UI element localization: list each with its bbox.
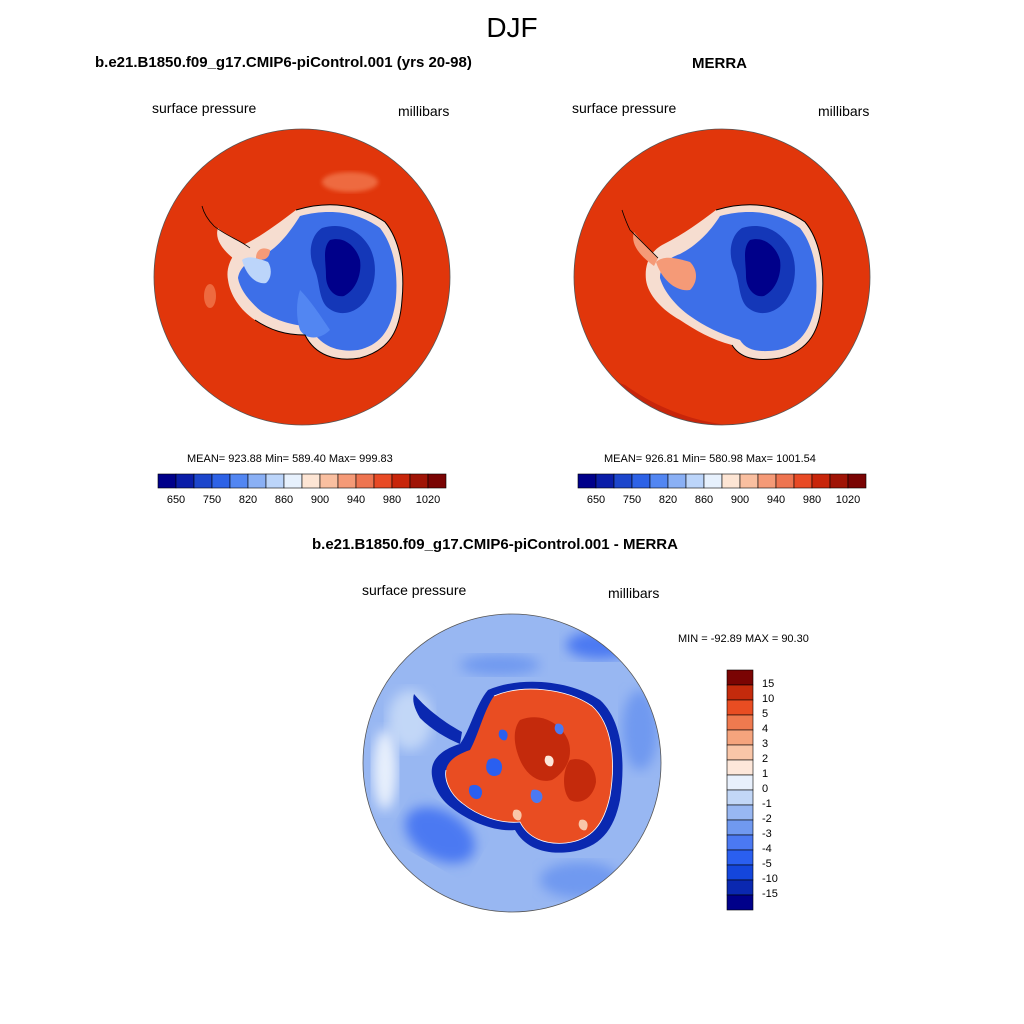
colorbar-swatch — [373, 473, 393, 489]
colorbar-swatch — [613, 473, 633, 489]
panel-1-polar-map — [153, 128, 451, 426]
panel-2-polar-map — [573, 128, 871, 426]
colorbar-swatch — [595, 473, 615, 489]
colorbar-label: -5 — [762, 858, 772, 870]
colorbar-swatch — [319, 473, 339, 489]
colorbar-swatch — [721, 473, 741, 489]
colorbar-swatch — [726, 819, 754, 836]
diff-colorbar — [726, 669, 754, 911]
colorbar-label: -3 — [762, 828, 772, 840]
colorbar-swatch — [391, 473, 411, 489]
colorbar-swatch — [726, 894, 754, 911]
colorbar-swatch — [793, 473, 813, 489]
colorbar-swatch — [337, 473, 357, 489]
colorbar-label: 900 — [730, 494, 750, 506]
colorbar-label: 1020 — [415, 494, 441, 506]
difference-polar-map — [362, 613, 662, 913]
colorbar-swatch — [726, 699, 754, 716]
colorbar-label: 750 — [202, 494, 222, 506]
colorbar-label: 750 — [622, 494, 642, 506]
colorbar-swatch — [157, 473, 177, 489]
colorbar-swatch — [726, 684, 754, 701]
colorbar-label: 820 — [238, 494, 258, 506]
figure-title: DJF — [486, 12, 538, 43]
panel-1-stats: MEAN= 923.88 Min= 589.40 Max= 999.83 — [187, 453, 393, 465]
colorbar-swatch — [726, 864, 754, 881]
colorbar-swatch — [265, 473, 285, 489]
diff-units-label: millibars — [608, 585, 660, 601]
colorbar-label: 0 — [762, 783, 769, 795]
colorbar-swatch — [211, 473, 231, 489]
colorbar-swatch — [409, 473, 429, 489]
diff-variable-label: surface pressure — [362, 582, 467, 598]
diff-stats: MIN = -92.89 MAX = 90.30 — [678, 633, 809, 645]
colorbar-swatch — [175, 473, 195, 489]
colorbar-swatch — [726, 669, 754, 686]
colorbar-swatch — [649, 473, 669, 489]
panel-1-colorbar — [157, 473, 447, 489]
colorbar-swatch — [726, 759, 754, 776]
diff-panel-title: b.e21.B1850.f09_g17.CMIP6-piControl.001 … — [312, 536, 678, 553]
colorbar-swatch — [726, 774, 754, 791]
colorbar-swatch — [775, 473, 795, 489]
colorbar-swatch — [757, 473, 777, 489]
colorbar-swatch — [726, 789, 754, 806]
colorbar-swatch — [726, 834, 754, 851]
colorbar-label: 860 — [274, 494, 294, 506]
colorbar-label: -2 — [762, 813, 772, 825]
colorbar-label: 4 — [762, 723, 769, 735]
colorbar-swatch — [726, 849, 754, 866]
colorbar-swatch — [283, 473, 303, 489]
panel-1-variable-label: surface pressure — [152, 100, 257, 116]
colorbar-swatch — [631, 473, 651, 489]
colorbar-label: 820 — [658, 494, 678, 506]
colorbar-swatch — [726, 714, 754, 731]
colorbar-label: 2 — [762, 753, 769, 765]
colorbar-label: 940 — [346, 494, 366, 506]
colorbar-label: -15 — [762, 888, 778, 900]
colorbar-swatch — [193, 473, 213, 489]
colorbar-swatch — [685, 473, 705, 489]
colorbar-label: 1020 — [835, 494, 861, 506]
colorbar-swatch — [355, 473, 375, 489]
colorbar-label: 860 — [694, 494, 714, 506]
colorbar-label: 1 — [762, 768, 769, 780]
colorbar-label: 10 — [762, 693, 775, 705]
colorbar-swatch — [229, 473, 249, 489]
colorbar-swatch — [703, 473, 723, 489]
colorbar-label: -10 — [762, 873, 778, 885]
colorbar-swatch — [739, 473, 759, 489]
colorbar-label: 650 — [166, 494, 186, 506]
colorbar-swatch — [577, 473, 597, 489]
colorbar-swatch — [726, 744, 754, 761]
colorbar-label: 3 — [762, 738, 769, 750]
colorbar-label: 650 — [586, 494, 606, 506]
panel-2-variable-label: surface pressure — [572, 100, 677, 116]
panel-1-units-label: millibars — [398, 103, 450, 119]
colorbar-swatch — [811, 473, 831, 489]
colorbar-label: 900 — [310, 494, 330, 506]
colorbar-swatch — [726, 879, 754, 896]
colorbar-label: 980 — [802, 494, 822, 506]
colorbar-swatch — [301, 473, 321, 489]
colorbar-label: 940 — [766, 494, 786, 506]
colorbar-label: 980 — [382, 494, 402, 506]
colorbar-label: 15 — [762, 678, 775, 690]
colorbar-label: -4 — [762, 843, 772, 855]
colorbar-swatch — [427, 473, 447, 489]
panel-1-title: b.e21.B1850.f09_g17.CMIP6-piControl.001 … — [95, 54, 472, 71]
colorbar-swatch — [829, 473, 849, 489]
colorbar-label: 5 — [762, 708, 769, 720]
colorbar-swatch — [726, 804, 754, 821]
colorbar-swatch — [667, 473, 687, 489]
panel-2-colorbar — [577, 473, 867, 489]
colorbar-swatch — [847, 473, 867, 489]
panel-2-stats: MEAN= 926.81 Min= 580.98 Max= 1001.54 — [604, 453, 816, 465]
panel-2-title: MERRA — [692, 55, 747, 72]
colorbar-swatch — [726, 729, 754, 746]
colorbar-label: -1 — [762, 798, 772, 810]
panel-2-units-label: millibars — [818, 103, 870, 119]
colorbar-swatch — [247, 473, 267, 489]
